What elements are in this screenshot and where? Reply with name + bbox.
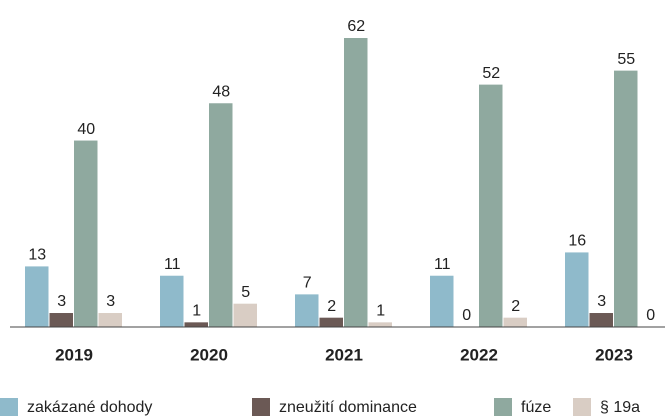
value-label: 40 [77,121,95,138]
bar [74,140,98,327]
x-tick-label: 2022 [460,345,498,364]
value-label: 3 [57,293,66,310]
value-label: 2 [511,298,520,315]
value-label: 11 [434,256,451,273]
bar [160,275,184,327]
legend-swatch [252,398,270,416]
bar [319,317,343,327]
value-label: 2 [327,298,336,315]
value-label: 13 [28,247,46,264]
bar [503,317,527,327]
value-label: 62 [347,18,365,35]
value-label: 52 [482,65,500,82]
x-tick-label: 2023 [595,345,633,364]
value-label: 3 [597,293,606,310]
legend-swatch [494,398,512,416]
value-label: 3 [106,293,115,310]
bar [479,84,503,327]
bar [614,70,638,328]
legend-label: fúze [521,399,551,416]
bar [209,103,233,328]
bar [368,322,392,327]
bar [233,303,257,327]
x-tick-label: 2020 [190,345,228,364]
bar [295,294,319,327]
value-label: 1 [192,303,201,320]
bar [49,313,73,327]
legend-label: § 19a [600,399,640,416]
bar [589,313,613,327]
legend-label: zakázané dohody [27,399,152,416]
bar [430,275,454,327]
value-label: 55 [617,51,635,68]
value-label: 1 [376,303,385,320]
value-label: 5 [241,284,250,301]
bar [98,313,122,327]
bar [184,322,208,327]
value-label: 11 [164,256,181,273]
legend-swatch [573,398,591,416]
value-label: 48 [212,83,230,100]
x-tick-label: 2019 [55,345,93,364]
legend-label: zneužití dominance [279,399,417,416]
bar [565,252,589,327]
legend-swatch [0,398,18,416]
value-label: 0 [646,307,655,324]
value-label: 16 [568,233,586,250]
x-tick-label: 2021 [325,345,363,364]
bar [25,266,49,327]
value-label: 7 [303,275,312,292]
bar [344,38,368,327]
value-label: 0 [462,307,471,324]
